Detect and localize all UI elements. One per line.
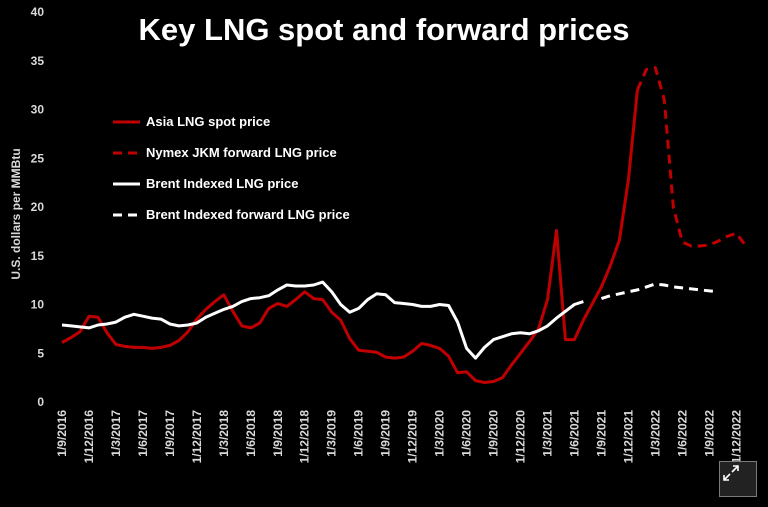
x-tick-label: 1/9/2022 [702, 410, 716, 457]
x-tick-label: 1/3/2022 [648, 410, 662, 457]
y-tick-label: 30 [31, 103, 45, 117]
x-tick-label: 1/9/2016 [55, 410, 69, 457]
expand-button[interactable] [719, 461, 757, 497]
x-tick-label: 1/6/2018 [244, 410, 258, 457]
legend-label: Nymex JKM forward LNG price [146, 145, 337, 160]
x-tick-label: 1/6/2020 [460, 410, 474, 457]
legend-label: Brent Indexed LNG price [146, 176, 298, 191]
x-tick-label: 1/6/2017 [136, 410, 150, 457]
y-tick-label: 0 [37, 395, 44, 409]
legend-label: Brent Indexed forward LNG price [146, 207, 350, 222]
x-tick-label: 1/12/2021 [621, 410, 635, 464]
series-line-1 [61, 89, 639, 384]
x-tick-label: 1/6/2022 [675, 410, 689, 457]
y-tick-label: 15 [31, 249, 45, 263]
y-tick-label: 10 [31, 298, 45, 312]
x-tick-label: 1/12/2017 [190, 410, 204, 464]
chart-title: Key LNG spot and forward prices [139, 12, 630, 47]
x-tick-label: 1/9/2021 [594, 410, 608, 457]
x-tick-label: 1/6/2019 [352, 410, 366, 457]
x-tick-label: 1/9/2019 [379, 410, 393, 457]
y-axis-ticks: 0 5 10 15 20 25 30 35 40 [31, 5, 45, 409]
x-tick-label: 1/9/2020 [487, 410, 501, 457]
legend: Asia LNG spot price Nymex JKM forward LNG… [113, 114, 350, 222]
x-tick-label: 1/3/2021 [540, 410, 554, 457]
x-tick-label: 1/12/2018 [298, 410, 312, 464]
series-line-2 [636, 66, 747, 248]
x-tick-label: 1/12/2020 [513, 410, 527, 464]
y-tick-label: 20 [31, 200, 45, 214]
y-tick-label: 5 [37, 346, 44, 360]
x-tick-label: 1/6/2021 [567, 410, 581, 457]
expand-arrows-icon [723, 465, 739, 481]
x-tick-label: 1/12/2019 [406, 410, 420, 464]
series-line-4 [600, 282, 719, 301]
x-tick-label: 1/9/2018 [271, 410, 285, 457]
x-tick-label: 1/3/2020 [433, 410, 447, 457]
y-tick-label: 25 [31, 151, 45, 165]
legend-label: Asia LNG spot price [146, 114, 270, 129]
x-tick-label: 1/9/2017 [163, 410, 177, 457]
series-layer [61, 66, 747, 384]
series-line-3 [61, 280, 584, 360]
y-axis-label: U.S. dollars per MMBtu [9, 148, 23, 279]
x-tick-label: 1/12/2016 [82, 410, 96, 464]
y-tick-label: 40 [31, 5, 45, 19]
x-tick-label: 1/12/2022 [729, 410, 743, 464]
x-axis-ticks: 1/9/2016 1/12/2016 1/3/2017 1/6/2017 1/9/201… [55, 410, 743, 464]
x-tick-label: 1/3/2019 [325, 410, 339, 457]
x-tick-label: 1/3/2018 [217, 410, 231, 457]
x-tick-label: 1/3/2017 [109, 410, 123, 457]
y-tick-label: 35 [31, 54, 45, 68]
